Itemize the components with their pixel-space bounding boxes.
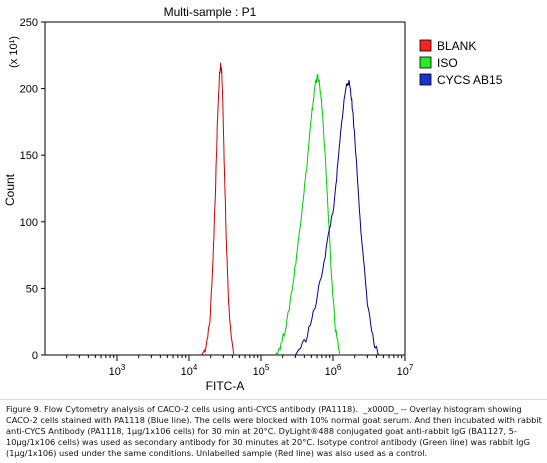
x-tick-label: 107 <box>397 363 414 378</box>
flow-cytometry-histogram: Multi-sample : P1 (x 10¹) Count FITC-A 0… <box>3 5 503 393</box>
series-layer <box>201 62 380 357</box>
legend: BLANK ISO CYCS AB15 <box>419 39 503 87</box>
y-tick-label: 250 <box>20 17 38 29</box>
y-tick-label: 50 <box>26 283 38 295</box>
chart-title: Multi-sample : P1 <box>164 5 257 19</box>
legend-label: ISO <box>437 56 458 70</box>
legend-label: BLANK <box>437 39 476 53</box>
x-tick-label: 106 <box>325 363 342 378</box>
series-line-iso <box>275 73 341 357</box>
series-line-blank <box>201 62 235 356</box>
y-tick-label: 0 <box>32 350 38 362</box>
x-axis-ticks: 103 104 105 106 107 <box>66 355 414 378</box>
x-axis-label: FITC-A <box>206 379 245 393</box>
y-tick-label: 100 <box>20 217 38 229</box>
legend-swatch <box>419 39 432 52</box>
legend-label: CYCS AB15 <box>437 73 503 87</box>
caption-divider <box>0 399 547 400</box>
figure-caption: Figure 9. Flow Cytometry analysis of CAC… <box>6 404 545 458</box>
y-axis-multiplier-label: (x 10¹) <box>8 36 20 68</box>
plot-frame <box>44 21 406 356</box>
series-line-cycs-ab15 <box>294 80 380 356</box>
legend-swatch <box>419 56 432 69</box>
x-tick-label: 105 <box>253 363 270 378</box>
y-axis-label: Count <box>3 173 17 206</box>
y-tick-label: 200 <box>20 84 38 96</box>
y-tick-label: 150 <box>20 150 38 162</box>
legend-swatch <box>419 73 432 86</box>
y-axis-ticks: 0 50 100 150 200 250 <box>20 17 45 362</box>
x-tick-label: 104 <box>181 363 198 378</box>
x-tick-label: 103 <box>109 363 126 378</box>
